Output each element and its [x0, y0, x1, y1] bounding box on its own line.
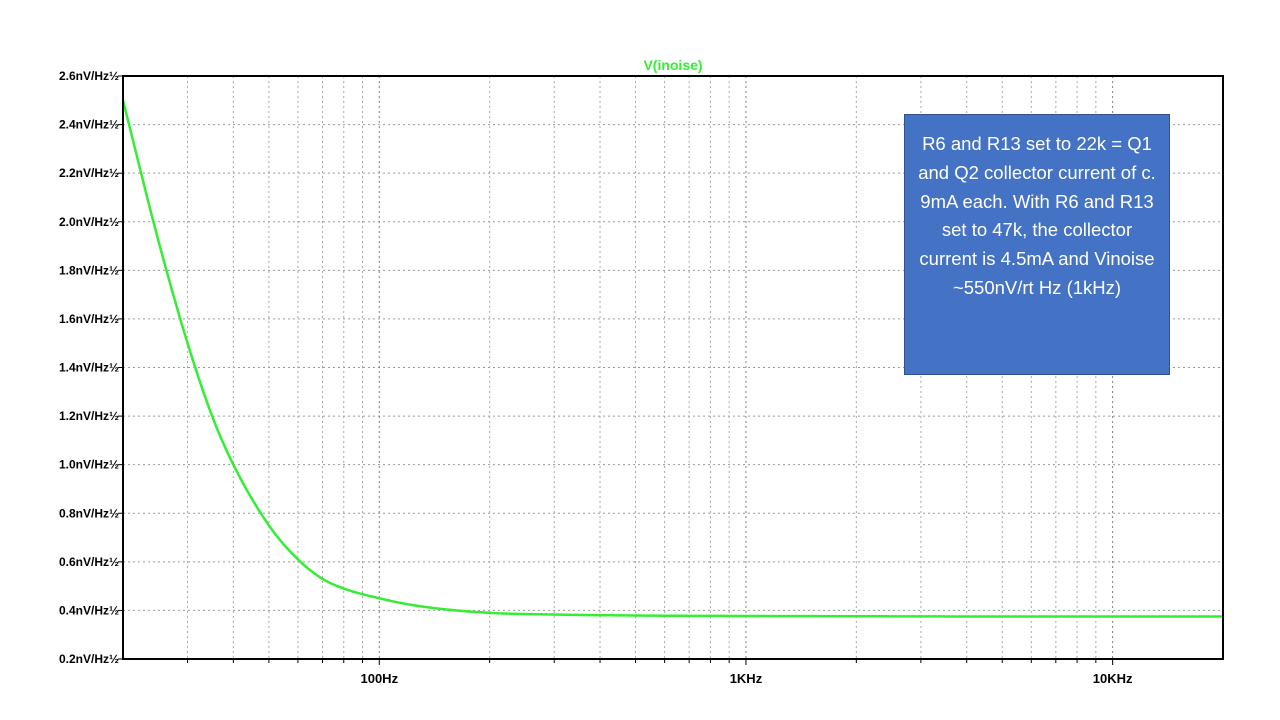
- y-tick-label: 2.2nV/Hz½: [59, 166, 119, 180]
- y-tick-label: 1.6nV/Hz½: [59, 312, 119, 326]
- y-tick-label: 2.6nV/Hz½: [59, 69, 119, 83]
- y-tick-label: 1.2nV/Hz½: [59, 409, 119, 423]
- ticks: 2.6nV/Hz½ 2.4nV/Hz½ 2.2nV/Hz½ 2.0nV/Hz½ 1.8n…: [59, 69, 1133, 686]
- x-tick-label: 10KHz: [1093, 671, 1133, 686]
- series-title: V(inoise): [643, 57, 702, 73]
- y-tick-label: 0.6nV/Hz½: [59, 555, 119, 569]
- y-tick-label: 0.4nV/Hz½: [59, 603, 119, 617]
- series-line-inoise: [121, 99, 1223, 618]
- x-tick-label: 100Hz: [360, 671, 398, 686]
- x-tick-label: 1KHz: [730, 671, 763, 686]
- y-tick-label: 1.8nV/Hz½: [59, 263, 119, 277]
- annotation-box: R6 and R13 set to 22k = Q1 and Q2 collec…: [904, 114, 1170, 375]
- y-tick-label: 0.8nV/Hz½: [59, 506, 119, 520]
- y-tick-label: 0.2nV/Hz½: [59, 652, 119, 666]
- y-tick-label: 1.4nV/Hz½: [59, 361, 119, 375]
- y-tick-label: 2.4nV/Hz½: [59, 118, 119, 132]
- y-tick-label: 1.0nV/Hz½: [59, 458, 119, 472]
- series-layer: [121, 99, 1223, 618]
- y-tick-label: 2.0nV/Hz½: [59, 215, 119, 229]
